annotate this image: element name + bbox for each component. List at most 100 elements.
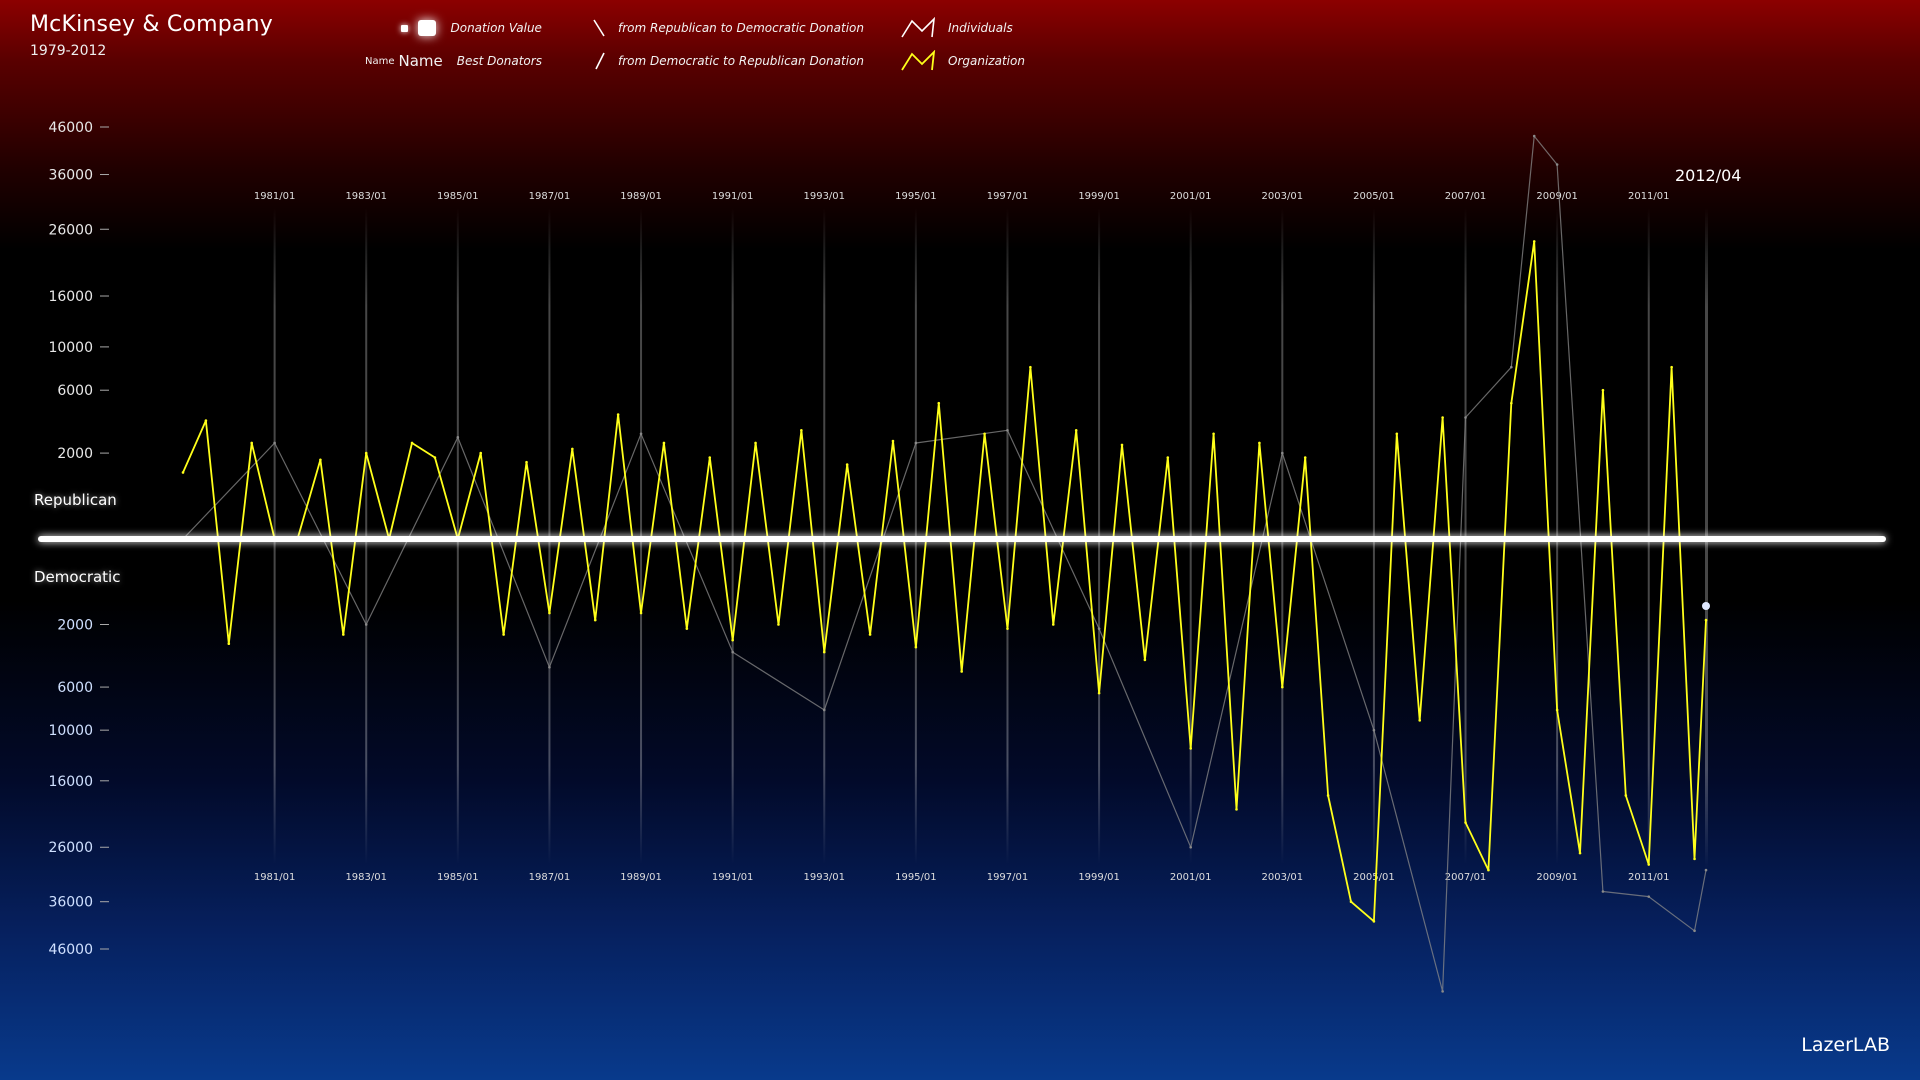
data-point-individuals [1601, 890, 1605, 893]
data-point-individuals [364, 623, 368, 626]
data-point-organization [662, 441, 666, 445]
x-tick-label-top: 2001/01 [1170, 191, 1212, 202]
x-tick-label-top: 1991/01 [712, 191, 754, 202]
data-point-organization [983, 432, 986, 436]
y-tick-label: 10000 [48, 723, 93, 739]
data-point-individuals [1097, 627, 1101, 630]
data-point-organization [433, 456, 437, 459]
data-point-organization [1487, 868, 1490, 872]
legend-donation-value: Donation Value [365, 18, 542, 38]
data-point-organization [1120, 443, 1124, 447]
x-tick-label-bottom: 1987/01 [529, 872, 571, 883]
democratic-label: Democratic [34, 568, 121, 586]
x-tick-label-bottom: 1991/01 [712, 872, 754, 883]
x-tick-label-bottom: 2011/01 [1628, 872, 1670, 883]
data-point-organization [1258, 441, 1261, 445]
data-point-organization [1578, 851, 1582, 855]
current-marker [1702, 602, 1710, 610]
data-point-organization [1189, 747, 1192, 750]
x-tick-label-bottom: 2007/01 [1445, 872, 1487, 883]
x-tick-label-top: 1997/01 [987, 191, 1029, 202]
data-point-organization [1281, 685, 1284, 689]
data-point-organization [937, 401, 941, 405]
company-title: McKinsey & Company [30, 12, 273, 37]
data-point-organization [1624, 794, 1628, 797]
name-small-label: Name [365, 55, 395, 67]
data-point-individuals [731, 650, 734, 654]
data-point-organization [1029, 365, 1032, 369]
data-point-organization [868, 633, 872, 636]
data-point-organization [410, 441, 414, 445]
x-tick-label-top: 1985/01 [437, 191, 479, 202]
data-point-organization [1395, 432, 1399, 436]
data-point-organization [1647, 863, 1651, 866]
y-tick-label: 46000 [48, 120, 93, 136]
zigzag-white-icon [901, 17, 936, 38]
data-point-organization [250, 441, 254, 445]
x-tick-label-bottom: 1997/01 [987, 872, 1029, 883]
x-tick-label-top: 1983/01 [345, 191, 387, 202]
data-point-individuals [1006, 429, 1009, 432]
series-group [181, 134, 1708, 993]
data-point-organization [1704, 618, 1708, 622]
x-tick-label-top: 1995/01 [895, 191, 937, 202]
y-tick-label: 2000 [57, 446, 93, 462]
data-point-organization [845, 463, 849, 466]
data-point-organization [342, 633, 345, 636]
data-point-organization [1143, 658, 1147, 662]
x-tick-label-top: 1989/01 [620, 191, 662, 202]
data-point-organization [502, 633, 505, 636]
data-point-organization [1555, 708, 1559, 712]
data-point-organization [731, 638, 734, 642]
x-tick-label-bottom: 1989/01 [620, 872, 662, 883]
y-axis: 46000 36000 26000 16000 10000 6000 2000 2000 600… [48, 120, 109, 958]
data-point-organization [525, 460, 528, 464]
dem-to-rep-label: from Democratic to Republican Donation [618, 54, 864, 68]
x-tick-label-bottom: 2009/01 [1536, 872, 1578, 883]
data-point-organization [593, 618, 597, 622]
data-point-individuals [1441, 990, 1444, 993]
data-point-organization [1074, 429, 1078, 432]
zigzag-yellow-icon [901, 50, 936, 71]
data-point-organization [1235, 808, 1238, 811]
x-tick-label-bottom: 1981/01 [254, 872, 296, 883]
series-line-organization [182, 240, 1707, 923]
data-point-organization [1303, 456, 1307, 459]
data-point-organization [754, 441, 757, 445]
individuals-label: Individuals [948, 21, 1013, 35]
data-point-organization [1166, 456, 1170, 459]
legend-organization: Organization [900, 50, 1025, 71]
data-point-organization [1693, 857, 1696, 861]
data-point-organization [571, 447, 574, 451]
y-tick-label: 26000 [48, 222, 93, 238]
data-point-organization [1212, 432, 1215, 436]
data-point-individuals [914, 441, 918, 445]
y-tick-label: 26000 [48, 840, 93, 856]
x-tick-label-top: 1987/01 [529, 191, 571, 202]
y-tick-label: 16000 [48, 774, 93, 790]
x-tick-label-bottom: 1983/01 [345, 872, 387, 883]
data-point-individuals [1532, 134, 1536, 138]
data-point-individuals [1464, 416, 1467, 419]
data-point-individuals [1510, 365, 1513, 369]
legend-rep-to-dem: from Republican to Democratic Donation [590, 18, 864, 38]
data-point-organization [1006, 627, 1009, 630]
legend-dem-to-rep: from Democratic to Republican Donation [590, 51, 864, 71]
data-point-organization [1601, 388, 1605, 392]
legend-individuals: Individuals [900, 17, 1025, 38]
y-tick-label: 36000 [48, 895, 93, 911]
backslash-line-icon [593, 19, 605, 37]
x-tick-label-top: 2007/01 [1445, 191, 1487, 202]
data-point-organization [1051, 623, 1055, 626]
data-point-individuals [822, 708, 826, 712]
period-subtitle: 1979-2012 [30, 43, 107, 59]
data-point-organization [800, 429, 803, 432]
x-tick-label-bottom: 2001/01 [1170, 872, 1212, 883]
data-point-organization [914, 645, 918, 649]
best-donators-label: Best Donators [456, 54, 542, 68]
data-point-organization [1510, 401, 1513, 405]
data-point-organization [1670, 365, 1673, 369]
rep-to-dem-label: from Republican to Democratic Donation [618, 21, 864, 35]
data-point-individuals [1704, 868, 1708, 872]
y-tick-label: 46000 [48, 942, 93, 958]
